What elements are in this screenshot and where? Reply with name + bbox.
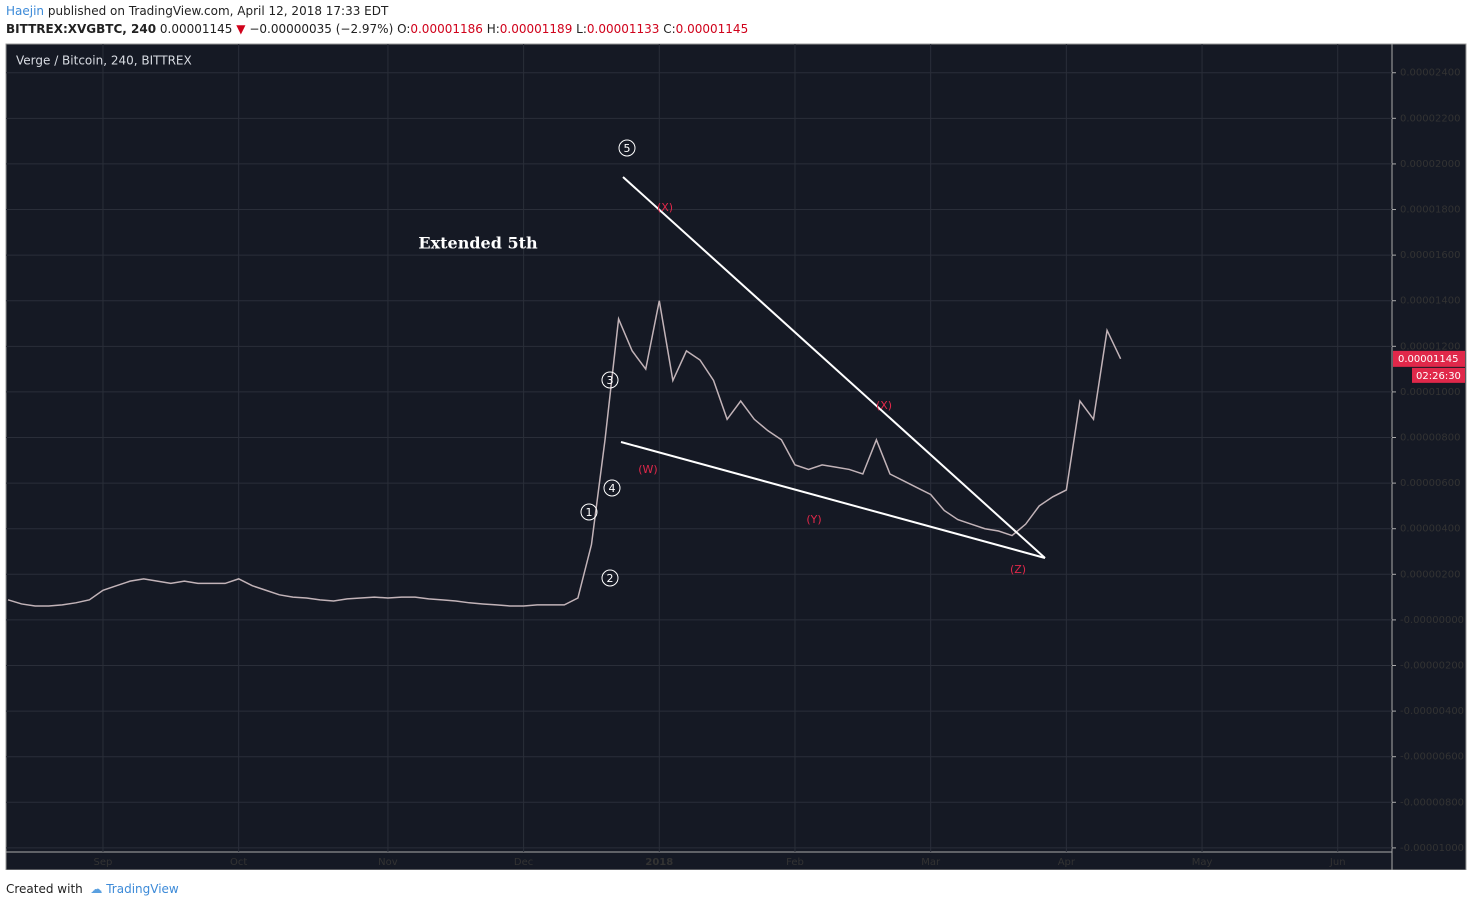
y-tick-label: 0.00000200 bbox=[1400, 569, 1460, 580]
x-tick-label: Sep bbox=[94, 857, 113, 868]
wave-label: (X) bbox=[876, 399, 892, 412]
brand[interactable]: TradingView bbox=[106, 882, 179, 896]
x-tick-label: May bbox=[1192, 857, 1213, 868]
wave-label: 4 bbox=[609, 482, 616, 495]
wave-circle bbox=[603, 479, 621, 497]
chart-panel bbox=[5, 43, 1467, 870]
y-tick-label: -0.00000200 bbox=[1400, 661, 1464, 672]
x-tick-label: Oct bbox=[230, 857, 247, 868]
wave-label: 5 bbox=[624, 142, 631, 155]
y-tick-label: 0.00000800 bbox=[1400, 433, 1460, 444]
wave-label: 3 bbox=[607, 374, 614, 387]
x-tick-label: Nov bbox=[378, 857, 398, 868]
wave-label: 1 bbox=[586, 506, 593, 519]
x-tick-label: Apr bbox=[1058, 857, 1076, 868]
wave-label: (X) bbox=[657, 201, 673, 214]
y-tick-label: 0.00001800 bbox=[1400, 205, 1460, 216]
y-tick-label: 0.00001200 bbox=[1400, 341, 1460, 352]
annotation-text: Extended 5th bbox=[418, 234, 538, 253]
footer: Created with ☁ TradingView bbox=[6, 882, 179, 896]
x-tick-label: 2018 bbox=[645, 857, 673, 868]
low: 0.00001133 bbox=[586, 22, 660, 36]
last: 0.00001145 bbox=[159, 22, 233, 36]
wave-circle bbox=[618, 139, 636, 157]
wave-circle bbox=[580, 503, 598, 521]
close: 0.00001145 bbox=[675, 22, 749, 36]
price-tag: 0.00001145 bbox=[1398, 354, 1458, 365]
y-tick-label: 0.00002200 bbox=[1400, 113, 1460, 124]
published: published on TradingView.com, April 12, … bbox=[47, 4, 389, 18]
publish-line: Haejin published on TradingView.com, Apr… bbox=[6, 4, 388, 18]
wave-circle bbox=[601, 569, 619, 587]
y-tick-label: 0.00002000 bbox=[1400, 159, 1460, 170]
y-tick-label: 0.00001400 bbox=[1400, 296, 1460, 307]
wave-label: (W) bbox=[638, 463, 657, 476]
wave-label: 2 bbox=[607, 572, 614, 585]
y-tick-label: 0.00001600 bbox=[1400, 250, 1460, 261]
y-tick-label: 0.00000600 bbox=[1400, 478, 1460, 489]
created: Created with bbox=[6, 882, 83, 896]
change: −0.00000035 (−2.97%) bbox=[249, 22, 394, 36]
y-tick-label: 0.00001000 bbox=[1400, 387, 1460, 398]
y-tick-label: -0.00001000 bbox=[1400, 843, 1464, 854]
c-label: C: bbox=[663, 22, 676, 36]
y-tick-label: -0.00000000 bbox=[1400, 615, 1464, 626]
open: 0.00001186 bbox=[410, 22, 483, 36]
price-tag-bg bbox=[1393, 350, 1465, 367]
x-tick-label: Feb bbox=[786, 857, 804, 868]
y-tick-label: 0.00002400 bbox=[1400, 68, 1460, 79]
trendline-upper bbox=[622, 176, 1046, 559]
y-tick-label: -0.00000600 bbox=[1400, 752, 1464, 763]
l-label: L: bbox=[576, 22, 587, 36]
symbol-line: BITTREX:XVGBTC, 240 0.00001145 ▼ −0.0000… bbox=[6, 22, 749, 36]
y-tick-label: -0.00000400 bbox=[1400, 706, 1464, 717]
y-tick-label: -0.00000800 bbox=[1400, 797, 1464, 808]
h-label: H: bbox=[486, 22, 500, 36]
countdown: 02:26:30 bbox=[1416, 371, 1461, 382]
y-tick-label: 0.00000400 bbox=[1400, 524, 1460, 535]
trendline-lower bbox=[620, 441, 1046, 559]
x-tick-label: Dec bbox=[514, 857, 533, 868]
author[interactable]: Haejin bbox=[6, 4, 45, 18]
price-line bbox=[7, 300, 1122, 607]
wave-label: (Z) bbox=[1010, 563, 1026, 576]
symbol: BITTREX:XVGBTC, 240 bbox=[6, 22, 157, 36]
x-tick-label: Mar bbox=[921, 857, 941, 868]
x-tick-label: Jun bbox=[1329, 857, 1346, 868]
o-label: O: bbox=[397, 22, 411, 36]
high: 0.00001189 bbox=[499, 22, 573, 36]
chart: Verge / Bitcoin, 240, BITTREX 5 3 4 1 2 (X) (W… bbox=[5, 43, 1467, 870]
wave-circle bbox=[601, 371, 619, 389]
countdown-bg bbox=[1412, 367, 1465, 383]
chart-title: Verge / Bitcoin, 240, BITTREX bbox=[16, 54, 192, 68]
wave-label: (Y) bbox=[806, 513, 821, 526]
